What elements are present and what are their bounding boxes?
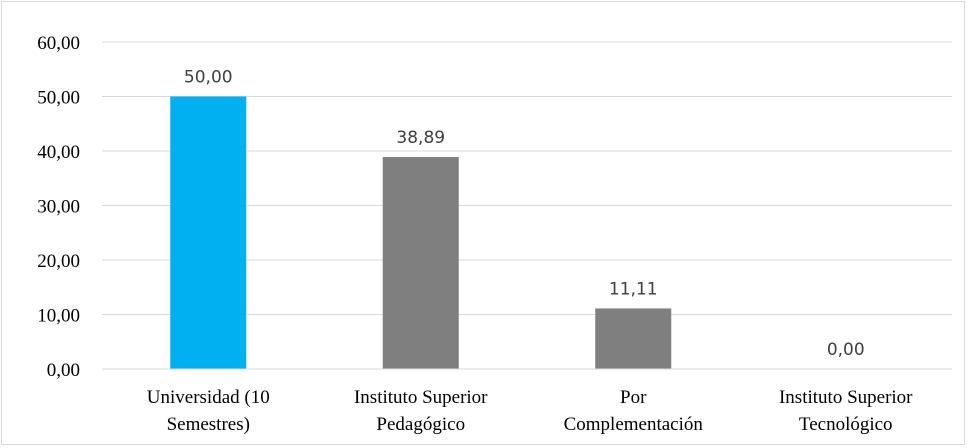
data-label: 38,89 (396, 128, 445, 148)
bar (595, 308, 672, 369)
y-tick-label: 20,00 (37, 251, 80, 272)
y-tick-label: 50,00 (37, 88, 80, 109)
y-tick-label: 60,00 (37, 33, 80, 54)
category-label: Tecnológico (799, 414, 893, 435)
y-tick-label: 30,00 (37, 197, 80, 218)
x-axis-categories: Universidad (10 Semestres) Instituto Super… (147, 387, 913, 435)
data-label: 50,00 (184, 68, 233, 88)
data-labels: 50,00 38,89 11,11 0,00 (184, 68, 865, 361)
data-label: 11,11 (609, 279, 658, 299)
bars (170, 96, 672, 369)
category-label: Semestres) (167, 414, 250, 435)
category-label: Instituto Superior (779, 387, 913, 408)
category-label: Universidad (10 (147, 387, 270, 408)
bar (170, 96, 247, 369)
data-label: 0,00 (827, 340, 865, 360)
bar (382, 157, 459, 369)
y-tick-label: 0,00 (47, 360, 80, 381)
category-label: Por (620, 387, 647, 408)
category-label: Complementación (564, 414, 704, 435)
category-label: Instituto Superior (354, 387, 488, 408)
y-tick-label: 40,00 (37, 142, 80, 163)
category-label: Pedagógico (376, 414, 465, 435)
y-axis-ticks: 0,00 10,00 20,00 30,00 40,00 50,00 60,00 (37, 33, 80, 381)
y-tick-label: 10,00 (37, 306, 80, 327)
